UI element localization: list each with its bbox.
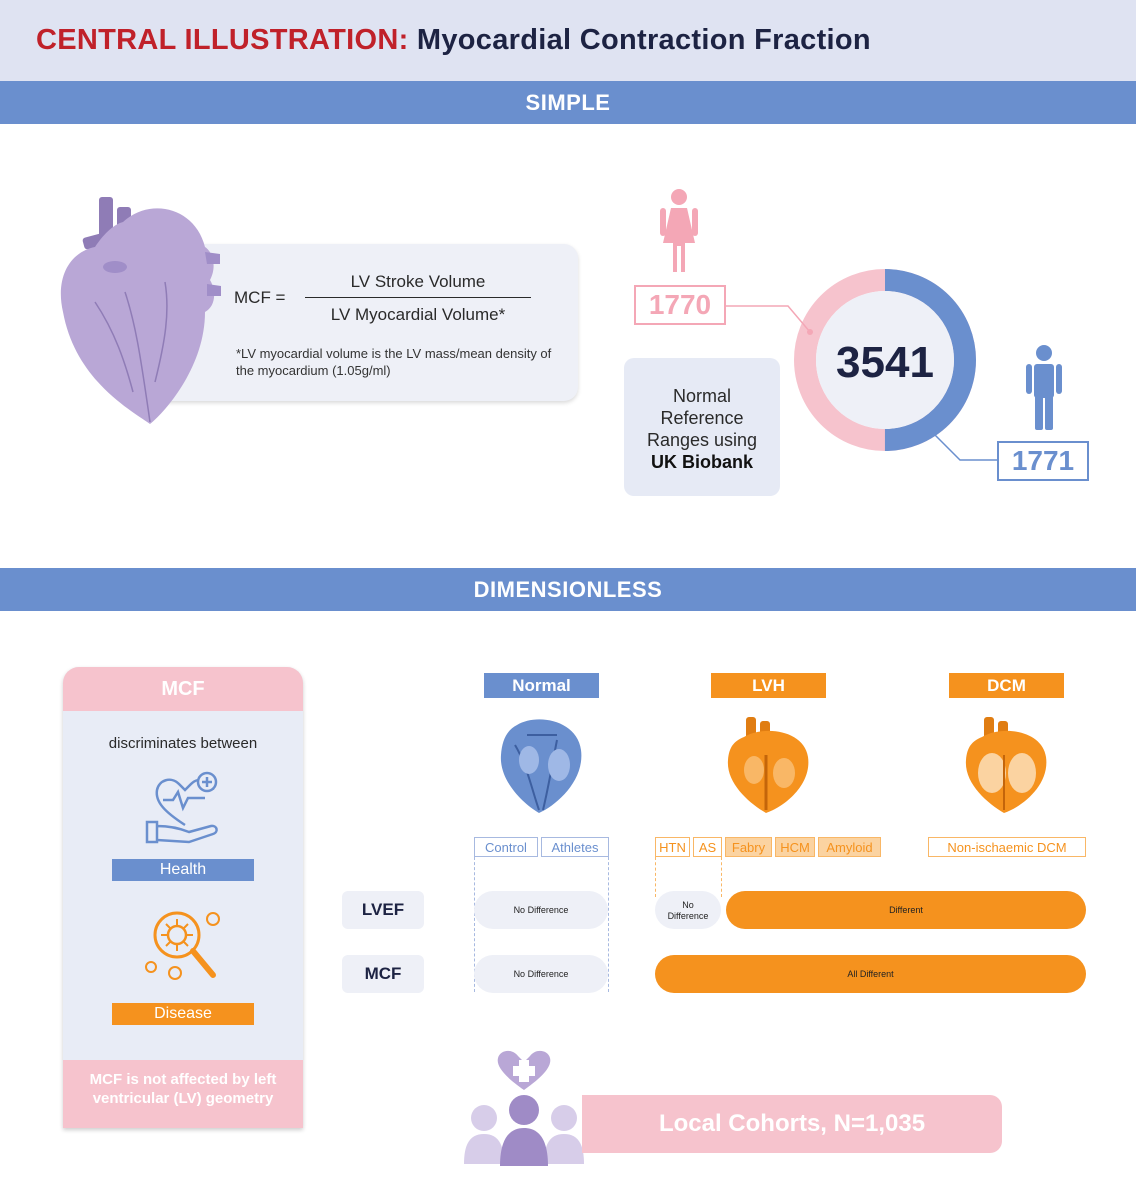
guide-lvh-left (655, 857, 656, 897)
male-count: 1771 (997, 441, 1089, 481)
section-simple-bar: SIMPLE (0, 81, 1136, 124)
dcm-heart-icon (965, 717, 1047, 813)
formula-box (150, 244, 578, 401)
lvef-lvh-early-line2: Difference (667, 911, 709, 921)
column-normal: Normal (484, 673, 599, 698)
health-hand-heart-icon (145, 771, 218, 844)
lvef-lvh-early-result: No Difference (655, 891, 721, 929)
ref-line-1: Normal (672, 386, 731, 406)
guide-normal-right (608, 857, 609, 992)
formula-lhs: MCF = (234, 288, 286, 307)
column-lvh: LVH (711, 673, 826, 698)
female-count: 1770 (634, 285, 726, 325)
header-band (0, 0, 1136, 82)
connector-lines (725, 305, 998, 461)
cohort-label: Local Cohorts, N=1,035 (582, 1095, 1002, 1153)
donut-total: 3541 (836, 338, 934, 387)
subgroup-athletes: Athletes (541, 837, 609, 857)
formula-denominator: LV Myocardial Volume* (330, 305, 506, 324)
female-figure-icon (660, 189, 698, 272)
mcf-panel-footer: MCF is not affected by left ventricular … (63, 1060, 303, 1128)
guide-normal-left (474, 857, 475, 992)
health-label: Health (112, 859, 254, 881)
formula-numerator: LV Stroke Volume (350, 272, 486, 291)
donut-male-arc (884, 269, 976, 451)
disease-virus-magnifier-icon (145, 911, 220, 980)
fraction-line (305, 297, 531, 298)
column-dcm: DCM (949, 673, 1064, 698)
section-dimensionless-bar: DIMENSIONLESS (0, 568, 1136, 611)
male-figure-icon (1026, 345, 1062, 430)
subgroup-as: AS (693, 837, 722, 857)
subgroup-hcm: HCM (775, 837, 815, 857)
lvef-different-result: Different (726, 891, 1086, 929)
disease-label: Disease (112, 1003, 254, 1025)
title-prefix: CENTRAL ILLUSTRATION: (36, 24, 409, 56)
biobank-donut: 3541 (794, 269, 976, 451)
ref-line-4: UK Biobank (650, 452, 753, 472)
donut-center (816, 291, 954, 429)
mcf-normal-result: No Difference (474, 955, 608, 993)
mcf-panel-title: MCF (63, 667, 303, 711)
subgroup-control: Control (474, 837, 538, 857)
reference-box: Normal Reference Ranges using UK Biobank (624, 358, 780, 496)
cohort-people-heart-icon (464, 1050, 584, 1166)
normal-heart-icon (500, 719, 582, 813)
title-main: Myocardial Contraction Fraction (416, 24, 871, 56)
ref-line-3: Ranges using (646, 430, 758, 450)
lvh-heart-icon (727, 717, 809, 813)
lvef-lvh-early-line1: No (682, 900, 694, 910)
mcf-panel: MCF discriminates between Health Disease… (63, 667, 303, 1128)
subgroup-non-ischaemic-dcm: Non-ischaemic DCM (928, 837, 1086, 857)
lvef-normal-result: No Difference (474, 891, 608, 929)
mcf-all-different-result: All Different (655, 955, 1086, 993)
subgroup-amyloid: Amyloid (818, 837, 881, 857)
mcf-panel-subtitle: discriminates between (108, 735, 258, 752)
subgroup-fabry: Fabry (725, 837, 772, 857)
row-label-lvef: LVEF (342, 891, 424, 929)
page-title: CENTRAL ILLUSTRATION: Myocardial Contrac… (36, 24, 871, 57)
subgroup-htn: HTN (655, 837, 690, 857)
ref-line-2: Reference (660, 408, 744, 428)
row-label-mcf: MCF (342, 955, 424, 993)
heart-illustration-icon (60, 197, 221, 424)
formula-note: *LV myocardial volume is the LV mass/mea… (236, 346, 552, 378)
guide-lvh-mid (721, 857, 722, 897)
